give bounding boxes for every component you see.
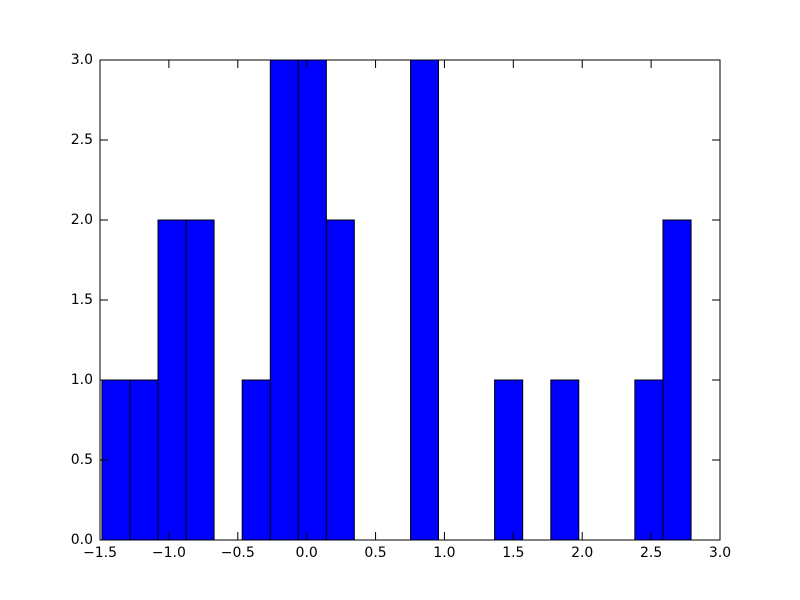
y-tick-label: 3.0 [71, 52, 93, 68]
y-tick-label: 1.5 [71, 292, 93, 308]
bar [410, 59, 440, 541]
x-tick-label: −1.0 [152, 545, 186, 561]
x-tick-label: 0.5 [364, 545, 386, 561]
bar [325, 219, 355, 541]
x-tick-label: −1.5 [83, 545, 117, 561]
x-tick-label: 2.5 [640, 545, 662, 561]
bar [129, 379, 159, 541]
y-tick-label: 0.0 [71, 532, 93, 548]
x-tick-label: 1.5 [502, 545, 524, 561]
y-tick-label: 2.5 [71, 132, 93, 148]
x-tick-label: 0.0 [296, 545, 318, 561]
bar [550, 379, 580, 541]
bar [157, 219, 187, 541]
bar [241, 379, 271, 541]
y-tick-label: 2.0 [71, 212, 93, 228]
y-tick-label: 1.0 [71, 372, 93, 388]
bar [297, 59, 327, 541]
bar [662, 219, 692, 541]
bar [269, 59, 299, 541]
y-tick-label: 0.5 [71, 452, 93, 468]
bar [494, 379, 524, 541]
x-tick-label: 1.0 [433, 545, 455, 561]
bar [634, 379, 664, 541]
x-tick-label: −0.5 [221, 545, 255, 561]
x-tick-label: 3.0 [709, 545, 731, 561]
bar [185, 219, 215, 541]
x-tick-label: 2.0 [571, 545, 593, 561]
